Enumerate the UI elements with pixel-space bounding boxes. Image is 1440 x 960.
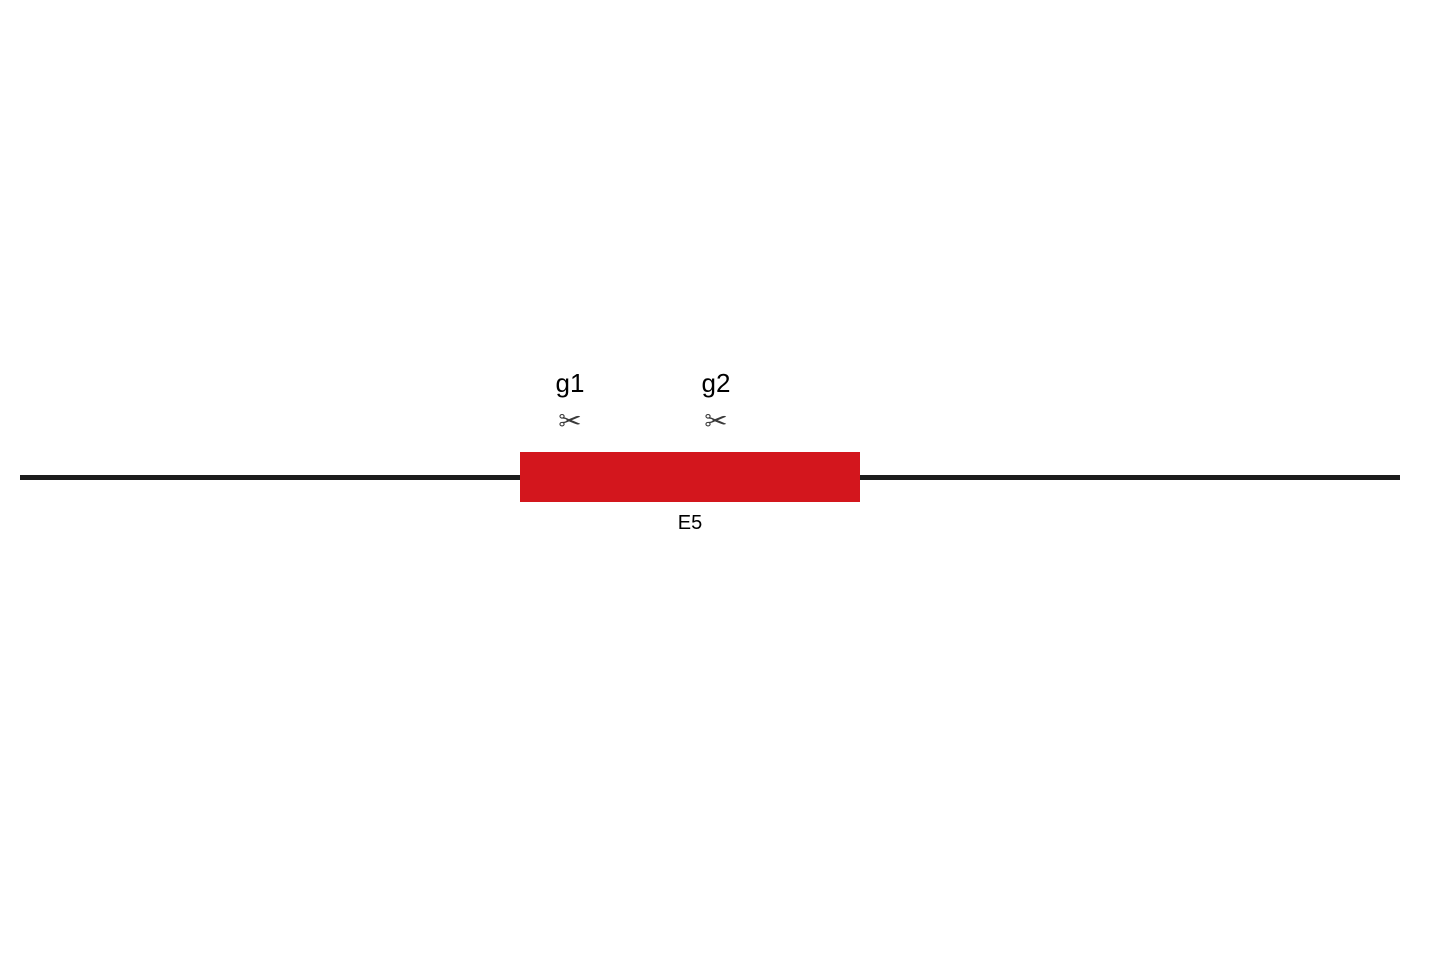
exon-box <box>520 452 860 502</box>
guide-label-g1: g1 <box>556 368 585 399</box>
guide-label-g2: g2 <box>702 368 731 399</box>
scissors-icon: ✂ <box>704 405 727 433</box>
gene-diagram: E5 g1 ✂ g2 ✂ <box>0 0 1440 960</box>
exon-label: E5 <box>678 512 702 535</box>
scissors-icon: ✂ <box>558 405 581 433</box>
